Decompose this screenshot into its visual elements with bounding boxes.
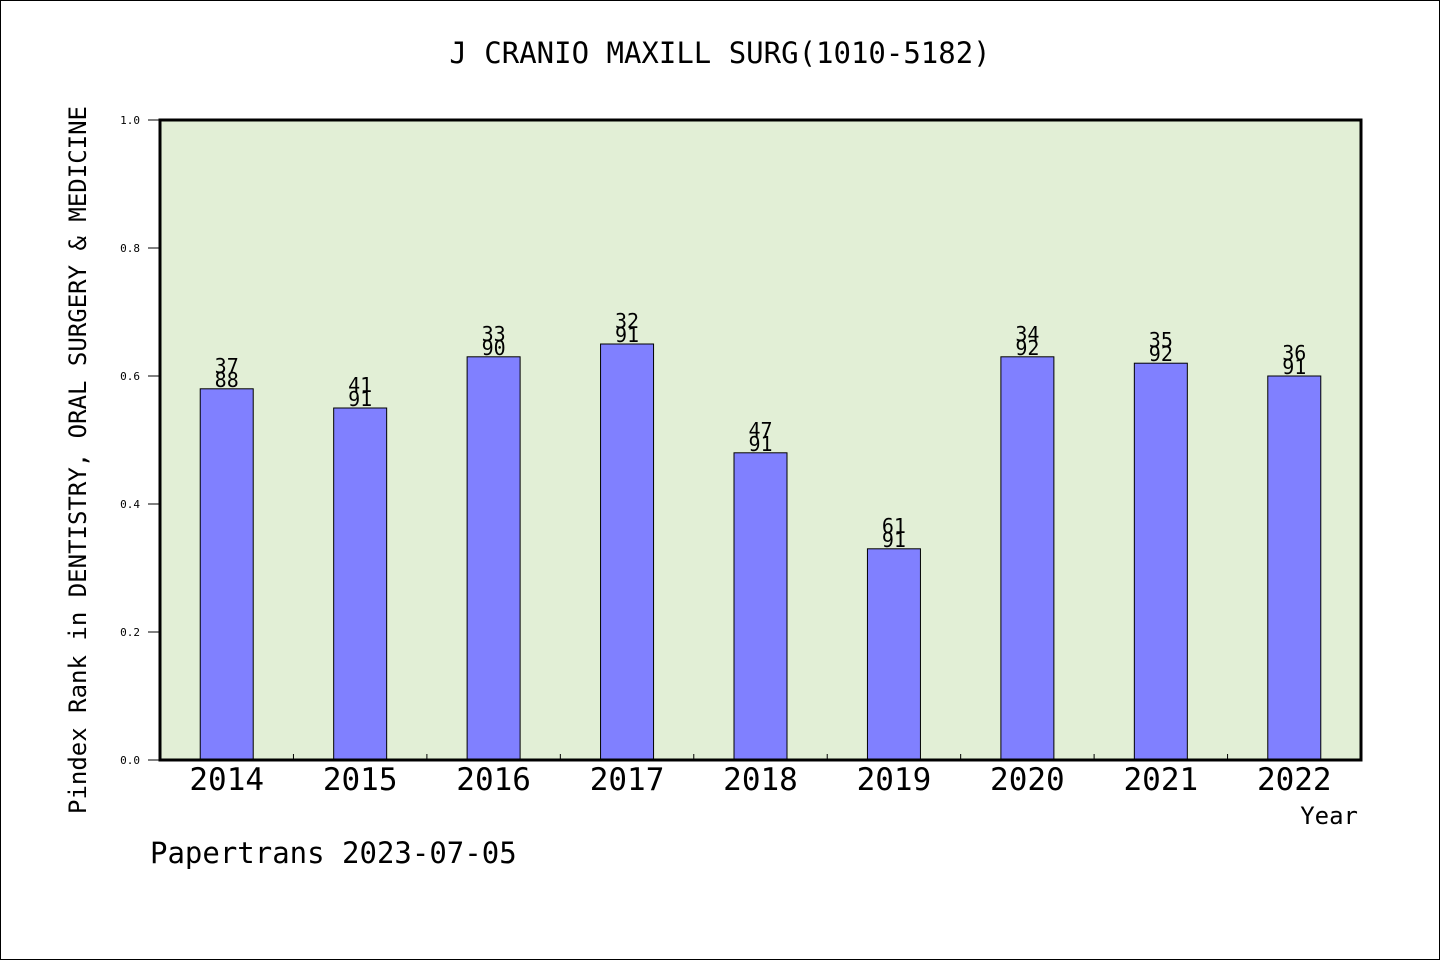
bar-label-bottom: 88 <box>215 368 239 392</box>
y-tick-label: 0.4 <box>120 498 140 511</box>
bar <box>866 548 921 761</box>
bar <box>466 356 521 761</box>
bar-label-bottom: 92 <box>1015 336 1039 360</box>
bar <box>733 452 788 761</box>
bar <box>199 388 254 761</box>
bar <box>1133 362 1188 761</box>
x-axis-label: Year <box>1300 802 1358 830</box>
bar <box>1267 375 1322 761</box>
bar <box>333 407 388 761</box>
x-tick-label: 2019 <box>857 762 932 798</box>
bar-label-bottom: 91 <box>748 432 772 456</box>
bar-label-top: 35 <box>1149 328 1173 352</box>
x-tick-label: 2016 <box>456 762 531 798</box>
x-tick-label: 2022 <box>1257 762 1332 798</box>
bar-label-top: 33 <box>482 322 506 346</box>
bar <box>1000 356 1055 761</box>
bar-label-top: 61 <box>882 514 906 538</box>
plot-border <box>158 118 1363 762</box>
bar-label-top: 37 <box>215 354 239 378</box>
bar-label-bottom: 92 <box>1149 342 1173 366</box>
x-tick-label: 2018 <box>723 762 798 798</box>
x-tick-label: 2015 <box>323 762 398 798</box>
footer-credit: Papertrans 2023-07-05 <box>150 836 517 870</box>
y-tick-label: 0.2 <box>120 626 140 639</box>
x-tick-label: 2014 <box>189 762 264 798</box>
bar-label-bottom: 91 <box>348 387 372 411</box>
bar-label-bottom: 91 <box>1282 355 1306 379</box>
y-tick-label: 0.8 <box>120 242 140 255</box>
bar-label-bottom: 91 <box>882 528 906 552</box>
bar-label-bottom: 91 <box>615 323 639 347</box>
x-tick-label: 2021 <box>1124 762 1199 798</box>
bar-label-top: 34 <box>1015 322 1039 346</box>
bar-label-bottom: 90 <box>482 336 506 360</box>
bar-label-top: 36 <box>1282 341 1306 365</box>
bar-label-top: 47 <box>748 418 772 442</box>
x-tick-label: 2017 <box>590 762 665 798</box>
bar <box>600 343 655 761</box>
y-tick-label: 0.6 <box>120 370 140 383</box>
bar-label-top: 41 <box>348 373 372 397</box>
x-tick-label: 2020 <box>990 762 1065 798</box>
chart-title: J CRANIO MAXILL SURG(1010-5182) <box>449 36 991 70</box>
y-tick-label: 1.0 <box>120 114 140 127</box>
bar-label-top: 32 <box>615 309 639 333</box>
y-tick-label: 0.0 <box>120 754 140 767</box>
